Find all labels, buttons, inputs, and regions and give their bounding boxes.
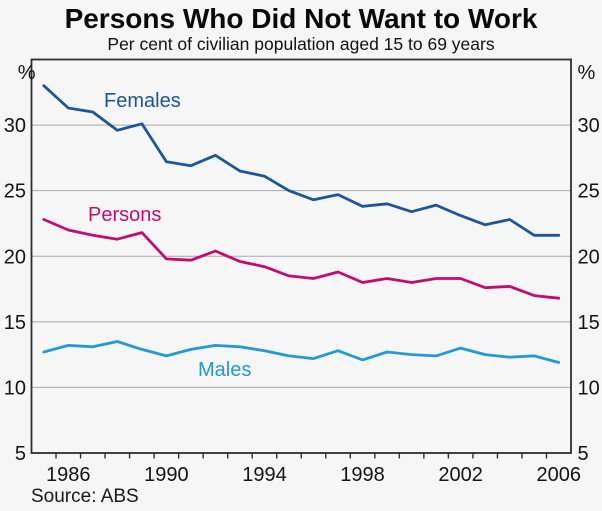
chart-title: Persons Who Did Not Want to Work [64, 3, 538, 34]
females-line [42, 84, 561, 237]
x-tick-label-1998: 1998 [340, 464, 385, 486]
series-label-males: Males [198, 359, 251, 381]
y-tick-label-right-25: 25 [578, 181, 600, 203]
y-tick-label-left-20: 20 [4, 246, 26, 268]
x-tick-label-1986: 1986 [46, 464, 91, 486]
persons-line [42, 218, 561, 300]
x-tick-label-2002: 2002 [438, 464, 483, 486]
males-line [42, 340, 561, 364]
percent-label-left: % [18, 62, 36, 84]
y-tick-label-right-5: 5 [578, 443, 589, 465]
series-label-persons: Persons [88, 204, 161, 226]
percent-label-right: % [578, 62, 596, 84]
series-label-females: Females [104, 90, 181, 112]
y-tick-label-right-15: 15 [578, 312, 600, 334]
x-tick-label-1990: 1990 [144, 464, 189, 486]
y-tick-label-right-10: 10 [578, 377, 600, 399]
y-tick-label-right-20: 20 [578, 246, 600, 268]
x-tick-label-2006: 2006 [536, 464, 581, 486]
y-tick-label-left-15: 15 [4, 312, 26, 334]
source-note: Source: ABS [31, 486, 139, 507]
chart-subtitle: Per cent of civilian population aged 15 … [107, 34, 495, 54]
y-tick-label-left-5: 5 [15, 443, 26, 465]
y-tick-label-left-25: 25 [4, 181, 26, 203]
y-tick-label-left-10: 10 [4, 377, 26, 399]
x-tick-label-1994: 1994 [242, 464, 287, 486]
y-tick-label-left-30: 30 [4, 115, 26, 137]
y-tick-label-right-30: 30 [578, 115, 600, 137]
